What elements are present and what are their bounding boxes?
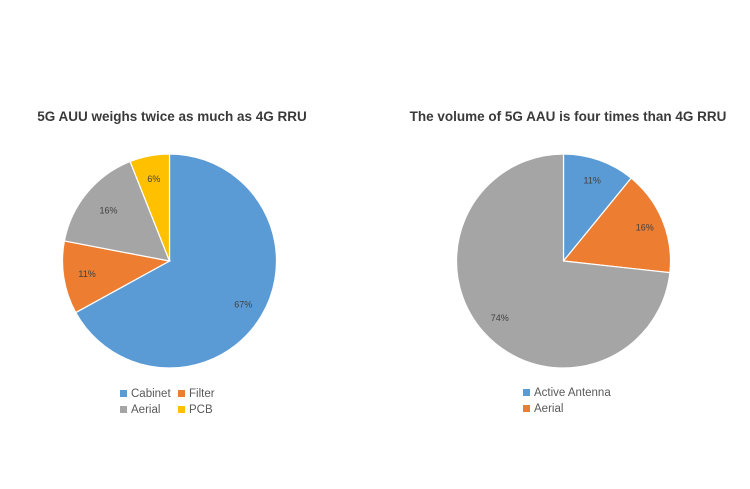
pie-slice-filter — [61, 240, 172, 314]
data-label-slice-0: 11% — [584, 175, 601, 185]
legend-label: Aerial — [131, 404, 160, 416]
legend-label: Cabinet — [131, 388, 171, 400]
legend-volume: Active Antenna Aerial — [523, 387, 611, 415]
data-label-aerial: 16% — [99, 206, 117, 216]
pie-labels-volume: 11% 16% 74% — [491, 175, 654, 323]
legend-label: PCB — [189, 404, 213, 416]
chart-title-weight: 5G AUU weighs twice as much as 4G RRU — [37, 109, 307, 124]
pie-slice-slice-2 — [455, 153, 671, 369]
legend-label: Active Antenna — [534, 387, 611, 399]
legend-item-aerial: Aerial — [120, 404, 160, 416]
data-label-cabinet: 67% — [234, 300, 252, 310]
pie-slice-pcb — [129, 153, 171, 262]
data-label-slice-1: 16% — [636, 223, 654, 233]
legend-swatch — [178, 406, 185, 413]
legend-swatch — [523, 405, 530, 412]
legend-item-pcb: PCB — [178, 404, 213, 416]
pie-chart-volume: The volume of 5G AAU is four times than … — [410, 109, 727, 415]
pie-slice-slice-0 — [562, 153, 632, 263]
legend-label: Filter — [189, 388, 215, 400]
pie-slices-weight — [61, 153, 278, 369]
legend-label: Aerial — [534, 403, 563, 415]
data-label-filter: 11% — [78, 269, 95, 279]
legend-weight: Cabinet Filter Aerial PCB — [120, 388, 215, 416]
data-label-pcb: 6% — [147, 174, 160, 184]
legend-swatch — [120, 390, 127, 397]
pie-labels-weight: 67% 11% 16% 6% — [78, 174, 252, 310]
chart-title-volume: The volume of 5G AAU is four times than … — [410, 109, 727, 124]
legend-item-active-antenna: Active Antenna — [523, 387, 611, 399]
legend-swatch — [178, 390, 185, 397]
pie-slice-cabinet — [74, 153, 278, 369]
pie-slice-slice-1 — [562, 177, 672, 274]
pie-slice-aerial — [63, 160, 171, 262]
legend-item-cabinet: Cabinet — [120, 388, 171, 400]
legend-item-aerial: Aerial — [523, 403, 563, 415]
legend-swatch — [120, 406, 127, 413]
data-label-slice-2: 74% — [491, 313, 509, 323]
pie-slices-volume — [455, 153, 672, 369]
pie-chart-weight: 5G AUU weighs twice as much as 4G RRU 67… — [37, 109, 307, 416]
legend-item-filter: Filter — [178, 388, 215, 400]
legend-swatch — [523, 389, 530, 396]
